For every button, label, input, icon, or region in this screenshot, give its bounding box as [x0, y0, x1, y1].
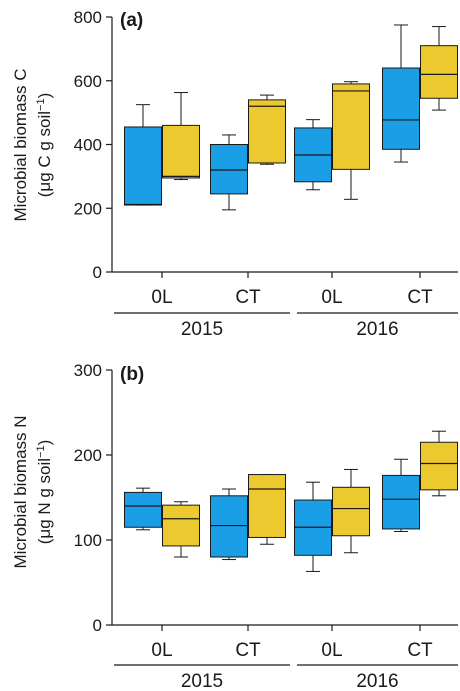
- y-axis-unit-close: ): [35, 440, 54, 446]
- y-tick-label: 600: [74, 72, 102, 91]
- x-category-label: 0L: [321, 640, 342, 661]
- box-0L-2016-blue: [294, 481, 332, 572]
- box-0L-2016-yellow: [332, 468, 370, 554]
- box-0L-2015-yellow: [162, 501, 200, 558]
- box-CT-2015-blue: [210, 488, 248, 561]
- y-tick-label: 400: [74, 136, 102, 155]
- box-CT-2015-yellow: [248, 94, 286, 165]
- y-axis-title: Microbial biomass N: [11, 415, 30, 568]
- panel-label: (a): [120, 10, 143, 31]
- y-tick-label: 200: [74, 199, 102, 218]
- y-tick-label: 800: [74, 8, 102, 27]
- box-0L-2015-blue: [124, 487, 162, 531]
- y-axis-unit: (μg N g soil−1): [35, 440, 54, 545]
- box-CT-2015-yellow: [248, 474, 286, 545]
- box-CT-2016-yellow: [420, 26, 458, 111]
- box-iqr: [210, 144, 248, 195]
- panel-a-microbial-biomass-c: 0 200 400 600 800 (a) Microbial biomass C (μg C…: [11, 8, 458, 340]
- year-label: 2015: [181, 671, 223, 691]
- y-tick-label: 100: [74, 531, 102, 550]
- y-axis-unit-superscript: −1: [35, 98, 47, 111]
- y-tick-label: 0: [93, 263, 102, 282]
- box-iqr: [382, 474, 420, 530]
- y-axis-unit-main: (μg N g soil: [35, 458, 54, 544]
- x-category-label: 0L: [321, 287, 342, 308]
- x-category-label: CT: [407, 287, 433, 308]
- year-label: 2016: [356, 319, 398, 340]
- box-iqr: [248, 474, 286, 538]
- box-iqr: [124, 126, 162, 206]
- year-label: 2015: [181, 319, 223, 340]
- box-iqr: [382, 67, 420, 150]
- box-0L-2015-blue: [124, 104, 162, 206]
- x-category-label: 0L: [151, 287, 172, 308]
- y-tick-label: 300: [74, 361, 102, 380]
- box-iqr: [332, 486, 370, 537]
- box-CT-2016-blue: [382, 24, 420, 163]
- box-iqr: [420, 45, 458, 99]
- y-axis-unit-superscript: −1: [35, 445, 47, 458]
- panel-label: (b): [120, 364, 144, 385]
- y-axis-unit-close: ): [35, 93, 54, 99]
- y-tick-label: 0: [93, 616, 102, 635]
- y-axis-title: Microbial biomass C: [11, 68, 30, 221]
- box-CT-2015-blue: [210, 134, 248, 211]
- year-label: 2016: [356, 671, 398, 691]
- box-iqr: [332, 83, 370, 170]
- x-category-label: CT: [407, 640, 433, 661]
- box-CT-2016-yellow: [420, 430, 458, 497]
- box-iqr: [210, 495, 248, 558]
- box-iqr: [248, 99, 286, 164]
- box-iqr: [162, 124, 200, 179]
- y-axis-unit: (μg C g soil−1): [35, 93, 54, 198]
- x-category-label: CT: [235, 640, 261, 661]
- box-CT-2016-blue: [382, 458, 420, 532]
- box-0L-2015-yellow: [162, 92, 200, 181]
- box-iqr: [162, 504, 200, 547]
- x-category-label: CT: [235, 287, 261, 308]
- box-0L-2016-yellow: [332, 81, 370, 200]
- x-category-label: 0L: [151, 640, 172, 661]
- y-tick-label: 200: [74, 446, 102, 465]
- box-0L-2016-blue: [294, 119, 332, 191]
- box-iqr: [124, 491, 162, 528]
- box-iqr: [420, 441, 458, 491]
- y-axis-unit-main: (μg C g soil: [35, 111, 54, 197]
- panel-b-microbial-biomass-n: 0 100 200 300 (b) Microbial biomass N (μg N g …: [11, 361, 458, 691]
